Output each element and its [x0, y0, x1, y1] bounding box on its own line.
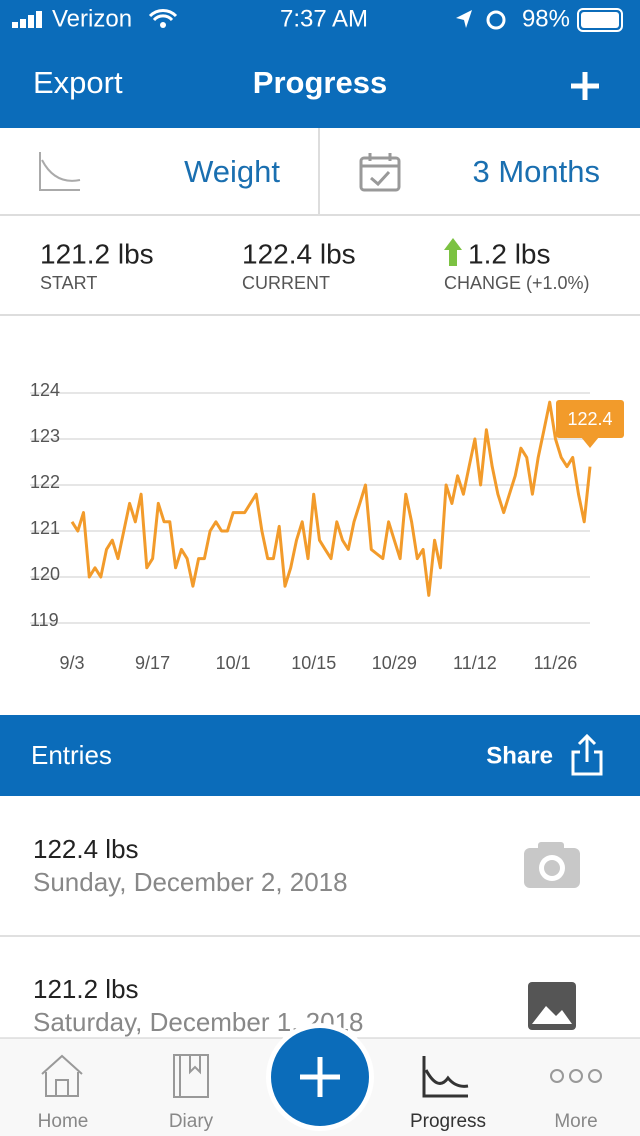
y-tick-label: 122	[30, 472, 60, 492]
stat-value: 122.4 lbs	[242, 238, 356, 269]
callout-pointer	[581, 437, 599, 448]
entry-date[interactable]: Sunday, December 2, 2018	[33, 867, 348, 897]
y-tick-label: 119	[30, 610, 59, 630]
home-icon[interactable]	[41, 1054, 83, 1097]
chart-type-icon[interactable]	[39, 152, 81, 191]
header-bg	[0, 0, 640, 128]
up-arrow	[444, 238, 462, 266]
stat-value: 121.2 lbs	[40, 238, 154, 269]
x-tick-label: 9/17	[135, 653, 170, 673]
battery-percent: 98%	[522, 5, 570, 32]
calendar-icon[interactable]	[359, 156, 401, 192]
camera-top	[538, 842, 564, 852]
carrier: Verizon	[52, 5, 132, 32]
stat-label: CURRENT	[242, 273, 330, 293]
add-entry-plus	[300, 1057, 340, 1097]
x-tick-label: 11/12	[453, 653, 497, 673]
add-button[interactable]	[571, 72, 599, 100]
x-tick-label: 9/3	[59, 653, 84, 673]
x-tick-label: 10/15	[291, 653, 336, 673]
battery-level	[581, 12, 619, 28]
metric-selector[interactable]: Weight	[184, 154, 280, 189]
tab-label[interactable]: Progress	[410, 1111, 486, 1132]
share-button[interactable]: Share	[486, 742, 553, 769]
weight-line	[70, 400, 592, 597]
battery-icon	[577, 8, 623, 32]
export-button[interactable]: Export	[33, 65, 123, 100]
entry-weight[interactable]: 122.4 lbs	[33, 834, 139, 864]
nav-title: Progress	[253, 65, 387, 100]
x-tick-label: 10/29	[372, 653, 417, 673]
stat-value: 1.2 lbs	[468, 238, 551, 269]
entries-title: Entries	[31, 740, 112, 770]
stat-label: START	[40, 273, 97, 293]
share-icon[interactable]	[571, 733, 603, 776]
callout-label: 122.4	[567, 409, 612, 429]
photo-mountain	[532, 1006, 572, 1024]
tab-label[interactable]: More	[554, 1111, 597, 1132]
y-tick-label: 123	[30, 426, 60, 446]
range-selector[interactable]: 3 Months	[472, 154, 600, 189]
tab-label[interactable]: Diary	[169, 1111, 214, 1132]
stat-label: CHANGE (+1.0%)	[444, 273, 590, 293]
y-tick-label: 124	[30, 380, 60, 400]
chart: 119 120 121 122 123 124 9/3 9/17 10/1 10/15 10/29 1…	[30, 380, 624, 673]
entry-weight[interactable]: 121.2 lbs	[33, 974, 139, 1004]
camera-lens-inner	[544, 860, 560, 876]
x-tick-label: 10/1	[216, 653, 251, 673]
y-tick-label: 120	[30, 564, 60, 584]
x-tick-label: 11/26	[534, 653, 578, 673]
alarm-icon	[486, 10, 506, 30]
tab-label[interactable]: Home	[38, 1111, 89, 1132]
entries-header	[0, 715, 640, 796]
value-callout	[556, 400, 624, 438]
wifi-dot	[160, 22, 166, 28]
diary-detail	[179, 1055, 201, 1097]
clock: 7:37 AM	[280, 5, 368, 32]
calendar-detail	[361, 153, 399, 187]
wifi-icon	[148, 9, 178, 22]
location-icon	[456, 10, 472, 28]
progress-icon[interactable]	[422, 1056, 469, 1098]
y-tick-label: 121	[30, 518, 60, 538]
more-icon[interactable]	[550, 1069, 602, 1083]
signal-icon	[12, 11, 42, 28]
